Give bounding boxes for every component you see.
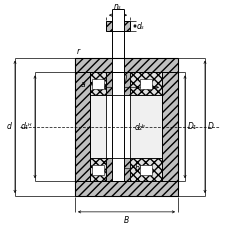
Text: dₛ: dₛ bbox=[136, 22, 144, 30]
Text: b: b bbox=[134, 164, 139, 173]
Text: B: B bbox=[123, 216, 128, 225]
Text: a: a bbox=[80, 81, 85, 89]
Text: d: d bbox=[7, 122, 12, 131]
Polygon shape bbox=[106, 72, 129, 95]
Polygon shape bbox=[106, 95, 129, 158]
Polygon shape bbox=[92, 165, 104, 175]
Polygon shape bbox=[90, 95, 161, 158]
Text: d₁ᴴ: d₁ᴴ bbox=[20, 122, 32, 131]
Text: r: r bbox=[77, 47, 80, 56]
Text: D₁: D₁ bbox=[187, 122, 196, 131]
Polygon shape bbox=[139, 165, 151, 175]
Polygon shape bbox=[90, 158, 106, 181]
Text: nₛ: nₛ bbox=[114, 2, 121, 11]
Polygon shape bbox=[129, 72, 161, 95]
Polygon shape bbox=[139, 79, 151, 89]
Polygon shape bbox=[123, 21, 129, 31]
Polygon shape bbox=[106, 158, 129, 181]
Polygon shape bbox=[92, 79, 104, 89]
Polygon shape bbox=[112, 9, 123, 181]
Polygon shape bbox=[106, 21, 112, 31]
Polygon shape bbox=[90, 72, 106, 95]
Polygon shape bbox=[75, 181, 177, 196]
Polygon shape bbox=[75, 72, 90, 181]
Polygon shape bbox=[129, 158, 161, 181]
Text: d₂ᵇ: d₂ᵇ bbox=[134, 123, 145, 132]
Polygon shape bbox=[161, 72, 177, 181]
Text: l: l bbox=[124, 75, 126, 84]
Polygon shape bbox=[75, 58, 177, 72]
Text: D: D bbox=[207, 122, 213, 131]
